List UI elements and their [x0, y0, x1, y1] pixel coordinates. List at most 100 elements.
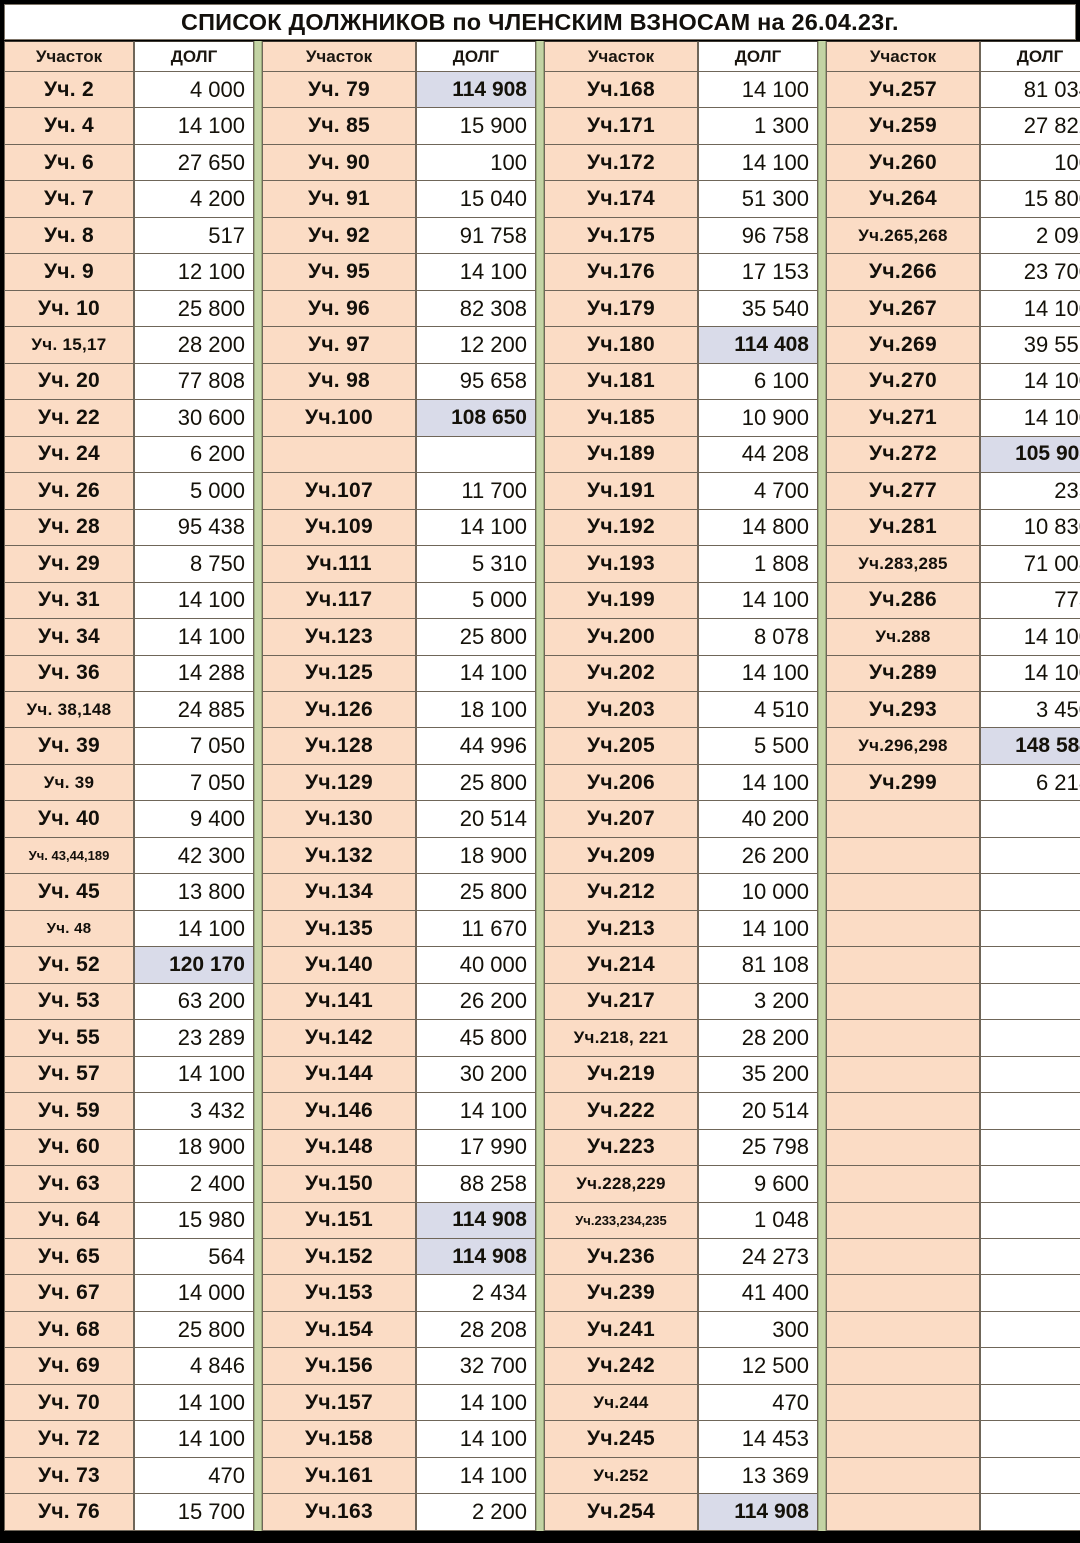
debt-cell: 14 100 — [416, 254, 536, 291]
debt-cell-highlighted: 114 908 — [698, 1494, 818, 1531]
table-row: Уч. 79 114 908 — [262, 72, 536, 109]
debt-cell: 14 100 — [134, 910, 254, 948]
column-header-plot: Участок — [544, 41, 698, 72]
plot-cell: Уч.134 — [262, 874, 416, 911]
debt-cell-empty — [980, 1457, 1080, 1495]
plot-cell: Уч.109 — [262, 509, 416, 547]
plot-cell: Уч.180 — [544, 327, 698, 364]
plot-cell: Уч. 73 — [4, 1457, 134, 1495]
table-row: Уч.125 14 100 — [262, 655, 536, 692]
plot-cell: Уч.125 — [262, 655, 416, 692]
plot-cell: Уч. 97 — [262, 327, 416, 364]
table-row — [826, 1275, 1080, 1312]
table-row — [826, 1202, 1080, 1239]
debt-cell: 24 273 — [698, 1239, 818, 1276]
debt-cell: 15 040 — [416, 181, 536, 218]
table-row: Уч. 64 15 980 — [4, 1202, 254, 1239]
plot-cell: Уч.154 — [262, 1311, 416, 1349]
table-row: Уч.185 10 900 — [544, 400, 818, 437]
debt-cell: 23 700 — [980, 254, 1080, 291]
debt-cell: 3 432 — [134, 1093, 254, 1130]
debt-cell: 2 200 — [416, 1494, 536, 1531]
plot-cell: Уч. 90 — [262, 144, 416, 182]
debt-cell-empty — [980, 1056, 1080, 1094]
plot-cell: Уч.271 — [826, 400, 980, 437]
plot-cell-empty — [826, 1457, 980, 1495]
plot-cell: Уч.130 — [262, 801, 416, 838]
debt-cell: 13 369 — [698, 1457, 818, 1495]
plot-cell: Уч.299 — [826, 764, 980, 802]
debt-cell: 71 008 — [980, 546, 1080, 583]
plot-cell-empty — [826, 801, 980, 838]
column-header-debt: ДОЛГ — [980, 41, 1080, 72]
table-row: Уч.217 3 200 — [544, 983, 818, 1021]
table-row: Уч.260100 — [826, 144, 1080, 182]
column-header-debt: ДОЛГ — [698, 41, 818, 72]
debt-cell: 14 100 — [134, 108, 254, 145]
table-row: Уч.146 14 100 — [262, 1093, 536, 1130]
plot-cell: Уч.206 — [544, 764, 698, 802]
plot-cell-empty — [826, 1421, 980, 1458]
plot-cell: Уч.267 — [826, 290, 980, 328]
plot-cell: Уч. 40 — [4, 801, 134, 838]
table-row: Уч.130 20 514 — [262, 801, 536, 838]
table-row: Уч. 52 120 170 — [4, 947, 254, 984]
debt-cell: 5 000 — [134, 473, 254, 510]
debt-cell: 470 — [698, 1384, 818, 1422]
debt-cell: 7 050 — [134, 764, 254, 802]
debt-cell: 14 100 — [698, 764, 818, 802]
table-row: Уч.157 14 100 — [262, 1384, 536, 1422]
plot-cell: Уч. 7 — [4, 181, 134, 218]
debt-cell: 2 400 — [134, 1166, 254, 1203]
table-row — [826, 1020, 1080, 1057]
table-row — [826, 1093, 1080, 1130]
table-row: Уч.174 51 300 — [544, 181, 818, 218]
debt-cell-empty — [416, 436, 536, 474]
table-row: Уч. 4 14 100 — [4, 108, 254, 145]
plot-cell: Уч.117 — [262, 582, 416, 620]
debt-cell: 14 100 — [134, 582, 254, 620]
table-row: Уч.134 25 800 — [262, 874, 536, 911]
debt-cell: 3 450 — [980, 691, 1080, 729]
table-row — [262, 436, 536, 474]
plot-cell-empty — [826, 1202, 980, 1239]
table-row: Уч.193 1 808 — [544, 546, 818, 583]
plot-cell: Уч.242 — [544, 1348, 698, 1385]
table-row: Уч.109 14 100 — [262, 509, 536, 547]
table-row: Уч. 96 82 308 — [262, 290, 536, 328]
table-row: Уч.219 35 200 — [544, 1056, 818, 1094]
table-row: Уч.252 13 369 — [544, 1457, 818, 1495]
table-row: Уч. 67 14 000 — [4, 1275, 254, 1312]
plot-cell: Уч.222 — [544, 1093, 698, 1130]
plot-cell: Уч.207 — [544, 801, 698, 838]
plot-cell: Уч.172 — [544, 144, 698, 182]
table-row: Уч.156 32 700 — [262, 1348, 536, 1385]
plot-cell: Уч. 67 — [4, 1275, 134, 1312]
debt-cell: 5 000 — [416, 582, 536, 620]
debt-cell: 41 400 — [698, 1275, 818, 1312]
table-row: Уч. 65 564 — [4, 1239, 254, 1276]
debt-cell-highlighted: 114 408 — [698, 327, 818, 364]
plot-cell: Уч.142 — [262, 1020, 416, 1057]
plot-cell: Уч.153 — [262, 1275, 416, 1312]
plot-cell: Уч.175 — [544, 217, 698, 255]
plot-cell: Уч.191 — [544, 473, 698, 510]
debt-cell: 96 758 — [698, 217, 818, 255]
table-row: Уч.117 5 000 — [262, 582, 536, 620]
plot-cell: Уч.260 — [826, 144, 980, 182]
plot-cell: Уч.254 — [544, 1494, 698, 1531]
table-row: Уч. 70 14 100 — [4, 1384, 254, 1422]
plot-cell: Уч.111 — [262, 546, 416, 583]
plot-cell: Уч.252 — [544, 1457, 698, 1495]
plot-cell: Уч. 91 — [262, 181, 416, 218]
table-row — [826, 947, 1080, 984]
debt-cell: 26 200 — [416, 983, 536, 1021]
plot-cell: Уч. 69 — [4, 1348, 134, 1385]
debt-cell: 4 700 — [698, 473, 818, 510]
debt-cell: 2 434 — [416, 1275, 536, 1312]
plot-cell: Уч. 2 — [4, 72, 134, 109]
plot-cell: Уч.213 — [544, 910, 698, 948]
plot-cell: Уч.245 — [544, 1421, 698, 1458]
